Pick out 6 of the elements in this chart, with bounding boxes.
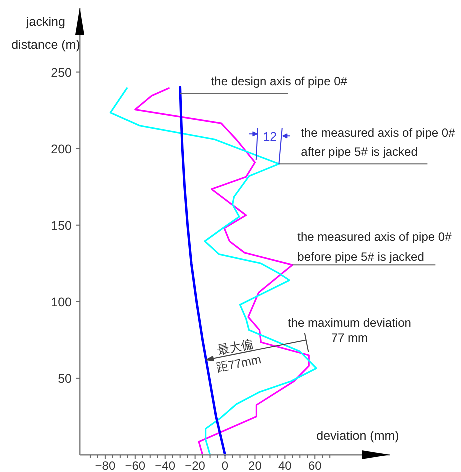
annotation: the maximum deviation 77 mm (288, 316, 412, 345)
annotation: 最大偏距77mm (215, 336, 262, 376)
annotation: the measured axis of pipe 0# before pipe 5# is jacked (298, 230, 452, 264)
annotation: the design axis of pipe 0# (211, 74, 348, 89)
annotation: 12 (263, 130, 278, 144)
annotation: the measured axis of pipe 0# after pipe 5# is jacked (301, 126, 456, 160)
